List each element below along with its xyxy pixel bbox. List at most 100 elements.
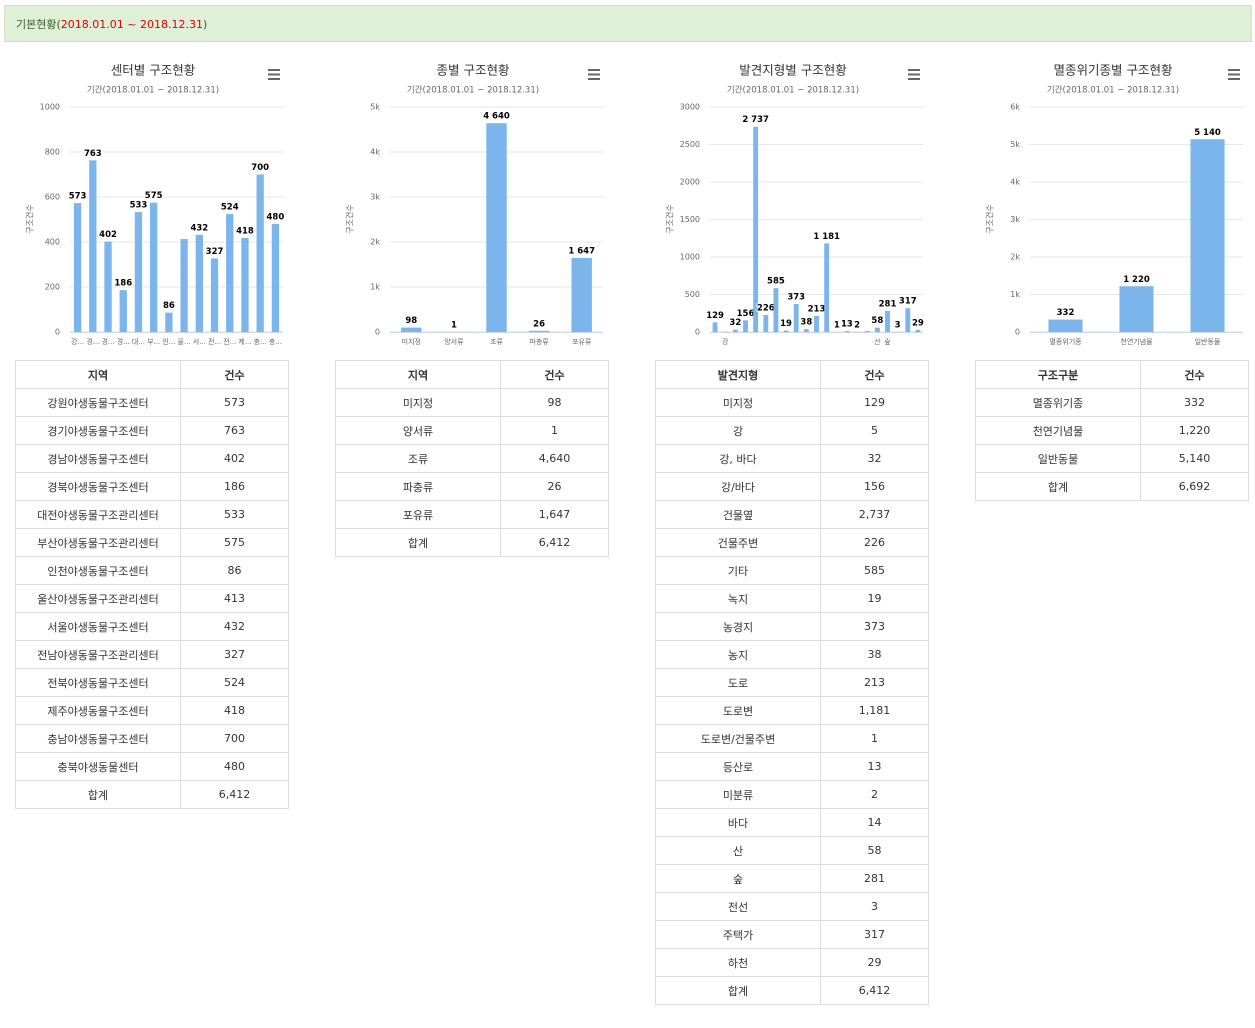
y-tick-label: 1k [1010,290,1020,299]
y-tick-label: 5k [370,103,380,112]
table-cell: 186 [180,472,289,501]
x-tick-label: 서... [193,337,206,346]
x-tick-label: 일반동물 [1195,337,1221,346]
x-tick-label: 산 [874,337,881,346]
x-tick-label: 포유류 [572,338,592,346]
table-cell: 서울야생동물구조센터 [15,612,181,641]
y-tick-label: 4k [1010,178,1020,187]
table-cell: 58 [820,836,929,865]
y-tick-label: 200 [45,283,60,292]
table-row: 합계 6,412 [15,780,289,809]
y-tick-label: 3k [1010,215,1020,224]
data-label: 226 [757,304,775,314]
table-cell: 강/바다 [655,472,821,501]
table-row: 일반동물 5,140 [975,444,1249,473]
table-cell: 373 [820,612,929,641]
chart-title: 종별 구조현황 [437,63,510,78]
table-cell: 98 [500,388,609,417]
table-cell: 129 [820,388,929,417]
y-tick-label: 2k [1010,253,1020,262]
table-row: 도로변/건물주변 1 [655,724,929,753]
x-tick-label: 전... [223,337,236,346]
data-label: 432 [190,223,208,233]
table-row: 주택가 317 [655,920,929,949]
table-row: 인천야생동물구조센터 86 [15,556,289,585]
table-row: 농경지 373 [655,612,929,641]
table-cell: 156 [820,472,929,501]
bar [773,288,779,332]
table-row: 멸종위기종 332 [975,388,1249,417]
bar [1119,286,1154,332]
data-label: 2 737 [742,115,769,125]
table-cell: 등산로 [655,752,821,781]
bar [571,257,592,332]
x-tick-label: 숲 [884,338,891,346]
data-label: 5 140 [1194,128,1221,138]
bar [226,214,234,332]
chart-subtitle: 기간(2018.01.01 ~ 2018.12.31) [1047,85,1179,96]
bar [814,316,819,332]
data-label: 2 [854,320,860,330]
table-cell: 양서류 [335,416,501,445]
data-label: 373 [787,293,805,303]
y-tick-label: 400 [45,238,60,247]
table-cell: 32 [820,444,929,473]
table-row: 기타 585 [655,556,929,585]
y-axis-label: 구조건수 [345,204,355,233]
data-label: 13 [841,320,853,330]
header-row: 구조구분 건수 [975,360,1249,389]
bar [119,290,127,332]
table-cell: 하천 [655,948,821,977]
y-tick-label: 3k [370,193,380,202]
bar [864,330,870,332]
data-table: 지역 건수 강원야생동물구조센터 573 경기야생동물구조센터 763 경남야생동물구조센터… [15,360,289,809]
data-label: 86 [163,301,175,311]
x-tick-label: 강 [722,337,729,346]
x-tick-label: 전... [208,337,221,346]
x-tick-label: 양서류 [444,337,464,346]
chart-subtitle: 기간(2018.01.01 ~ 2018.12.31) [407,85,539,96]
y-tick-label: 0 [55,328,60,337]
table-cell: 5,140 [1140,444,1249,473]
header-row: 지역 건수 [335,360,609,389]
bar [256,174,264,332]
table-row: 천연기념물 1,220 [975,416,1249,445]
bar [528,330,550,332]
table-row: 건물옆 2,737 [655,500,929,529]
table-cell: 4,640 [500,444,609,473]
data-label: 1 [834,320,840,330]
data-table: 발견지형 건수 미지정 129 강 5 강, 바다 32 강/바다 156 건물옆 2,737 건물주변… [655,360,929,1005]
data-label: 524 [221,203,239,213]
table-cell: 강원야생동물구조센터 [15,388,181,417]
header-bar: 기본현황(2018.01.01 ~ 2018.12.31) [4,5,1252,42]
y-tick-label: 600 [45,193,60,202]
table-cell: 5 [820,416,929,445]
bar [150,202,158,332]
bar [844,331,850,332]
table-row: 제주야생동물구조센터 418 [15,696,289,725]
table-cell: 인천야생동물구조센터 [15,556,181,585]
data-label: 480 [267,213,285,223]
x-tick-label: 충... [254,337,267,346]
bar [104,241,112,332]
table-row: 강/바다 156 [655,472,929,501]
table-cell: 575 [180,528,289,557]
table-row: 양서류 1 [335,416,609,445]
table-cell: 1 [500,416,609,445]
column-header: 지역 [335,360,501,389]
table-cell: 700 [180,724,289,753]
data-label: 327 [206,247,224,257]
table-cell: 480 [180,752,289,781]
bar [165,312,173,332]
x-tick-label: 천연기념물 [1120,337,1153,346]
data-label: 700 [251,163,269,173]
bar [783,330,789,332]
table-cell: 1,647 [500,500,609,529]
table-cell: 경남야생동물구조센터 [15,444,181,473]
table-cell: 도로변/건물주변 [655,724,821,753]
header-period: 2018.01.01 ~ 2018.12.31 [60,18,203,31]
table-row: 하천 29 [655,948,929,977]
table-row: 서울야생동물구조센터 432 [15,612,289,641]
